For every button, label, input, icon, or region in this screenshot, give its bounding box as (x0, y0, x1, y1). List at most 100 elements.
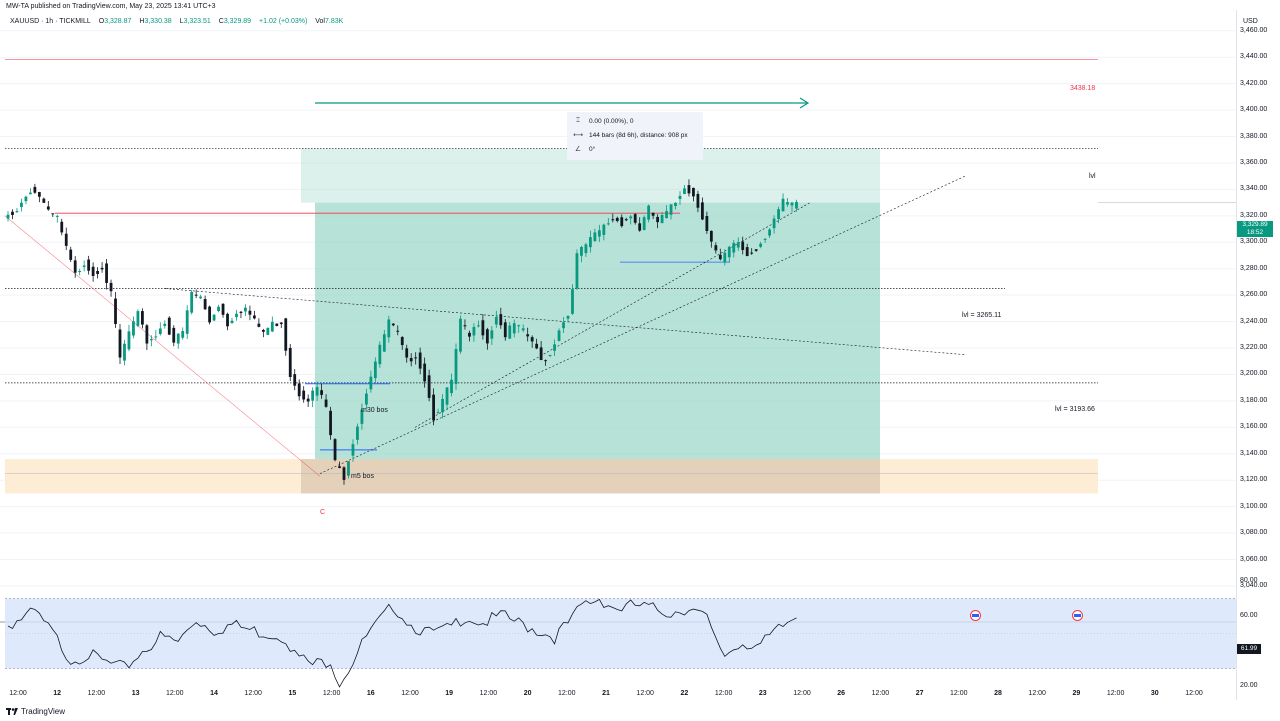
candle-body (158, 328, 162, 335)
candle-body (396, 330, 400, 332)
candle-body (795, 201, 798, 209)
price-range-icon: ⌶ (575, 117, 581, 124)
price-tick-label: 3,240.00 (1240, 317, 1268, 325)
candle-body (29, 192, 32, 195)
candle-body (472, 326, 476, 336)
time-tick-label: 14 (210, 690, 218, 697)
candle-body (293, 374, 297, 386)
candle-body (118, 329, 122, 358)
candle-body (320, 390, 323, 395)
candle-body (91, 266, 95, 277)
candle-body (185, 310, 189, 334)
price-tick-label: 3,080.00 (1240, 529, 1268, 537)
candle-body (611, 219, 615, 221)
candle-body (55, 215, 59, 217)
price-chart[interactable] (0, 0, 1236, 700)
candle-body (571, 289, 574, 314)
price-tick-label: 3,260.00 (1240, 291, 1268, 299)
candle-body (136, 311, 140, 326)
close-label: C (218, 18, 224, 25)
us-flag-event-icon[interactable] (1072, 610, 1083, 621)
time-tick-label: 12:00 (714, 690, 733, 697)
candle-body (584, 244, 588, 254)
candle-body (669, 204, 673, 215)
candle-body (432, 394, 435, 421)
candle-body (266, 327, 270, 335)
candle-body (351, 444, 355, 456)
candle-body (485, 329, 489, 344)
candle-body (745, 247, 749, 257)
time-tick-label: 21 (602, 690, 610, 697)
price-axis-divider (1236, 10, 1237, 700)
candle-body (656, 216, 659, 223)
candle-body (226, 313, 229, 327)
candle-body (203, 299, 207, 310)
price-tick-label: 3,120.00 (1240, 476, 1268, 484)
candle-body (741, 241, 745, 250)
price-axis[interactable] (1237, 10, 1280, 700)
candle-body (539, 347, 543, 361)
current-price-tag: 3,329.89 18:52 (1237, 221, 1273, 237)
bar-countdown: 18:52 (1246, 229, 1264, 236)
price-tick-label: 3,380.00 (1240, 132, 1268, 140)
candle-body (736, 242, 740, 248)
candle-body (60, 221, 64, 233)
candle-body (172, 327, 176, 343)
candle-body (127, 331, 131, 350)
m30-bos-label: m30 bos (361, 407, 388, 414)
lvl-label: lvl (1089, 173, 1096, 180)
candle-body (387, 319, 391, 338)
candle-body (786, 202, 789, 205)
candle-body (463, 325, 467, 327)
demand-zone-overlap (301, 459, 880, 494)
currency-label[interactable]: USD (1243, 18, 1258, 25)
time-tick-label: 12:00 (793, 690, 811, 697)
us-flag-event-icon[interactable] (970, 610, 981, 621)
level-3438-label: 3438.18 (1070, 85, 1096, 92)
candle-body (642, 217, 646, 230)
rsi-tick-label: 20.00 (1240, 682, 1258, 689)
candle-body (230, 320, 234, 324)
candle-body (589, 237, 592, 248)
rsi-tick-label: 60.00 (1240, 612, 1258, 619)
candle-body (512, 323, 516, 334)
candle-body (508, 325, 512, 339)
price-tick-label: 3,180.00 (1240, 396, 1268, 404)
high-value: 3,330.38 (144, 18, 172, 25)
candle-body (436, 412, 440, 414)
open-label: O (98, 18, 105, 25)
low-value: 3,323.51 (183, 18, 211, 25)
time-tick-label: 12:00 (9, 690, 27, 697)
angle-icon: ∠ (574, 146, 582, 153)
price-tick-label: 3,100.00 (1240, 502, 1268, 510)
time-tick-label: 12:00 (479, 690, 498, 697)
candle-body (405, 348, 409, 358)
candle-body (378, 344, 382, 365)
time-tick-label: 27 (915, 690, 924, 697)
symbol-name[interactable]: XAUUSD · 1h · TICKMILL (10, 18, 91, 25)
measure-angle: 0° (589, 145, 596, 153)
candle-body (790, 202, 794, 206)
candle-body (777, 209, 780, 220)
swing-c-label: C (320, 509, 326, 516)
candle-body (15, 211, 19, 213)
vol-label: Vol (315, 18, 325, 25)
candle-body (51, 213, 55, 215)
candle-body (450, 379, 453, 394)
candle-body (69, 249, 73, 260)
candle-body (548, 354, 552, 356)
candle-body (701, 202, 704, 220)
time-tick-label: 16 (366, 690, 375, 697)
candle-body (490, 330, 494, 339)
candle-body (181, 331, 185, 338)
candle-body (302, 390, 306, 400)
time-tick-label: 29 (1072, 690, 1081, 697)
rsi-current-tag: 61.99 (1237, 644, 1261, 654)
candle-body (311, 390, 315, 401)
candle-body (709, 230, 713, 242)
vol-value: 7.83K (324, 18, 344, 25)
candle-body (176, 333, 180, 344)
measure-bars-range: 144 bars (8d 6h), distance: 908 px (589, 131, 688, 139)
candle-body (400, 337, 404, 346)
candle-body (566, 315, 570, 319)
